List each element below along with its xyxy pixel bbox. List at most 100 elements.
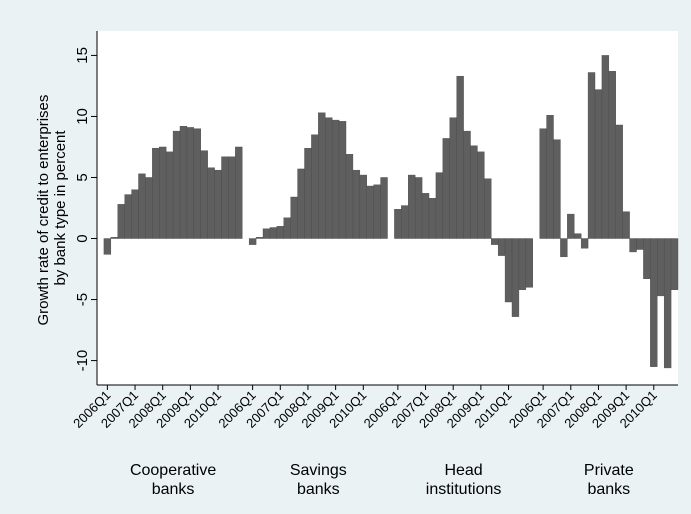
bar-cooperative-banks-2009q2 xyxy=(193,128,201,239)
bar-private-banks-2006q3 xyxy=(553,139,561,239)
bar-cooperative-banks-2007q1 xyxy=(131,189,139,239)
bar-head-institutions-2009q2 xyxy=(484,178,492,239)
group-label-private-banks: banks xyxy=(587,481,630,498)
y-tick-layer: 15 10 5 0 -5 -10 xyxy=(74,47,97,371)
bar-head-institutions-2009q1 xyxy=(477,151,485,239)
y-tick-label: 15 xyxy=(74,47,91,64)
bar-head-institutions-2008q3 xyxy=(463,130,471,239)
bar-head-institutions-2009q4 xyxy=(497,238,506,256)
bar-layer xyxy=(103,55,679,369)
group-label-cooperative-banks: Cooperative xyxy=(130,462,216,479)
bar-cooperative-banks-2009q3 xyxy=(200,150,208,239)
group-label-head-institutions: Head xyxy=(444,462,482,479)
bar-cooperative-banks-2010q4 xyxy=(235,146,243,239)
bar-head-institutions-2008q1 xyxy=(449,117,457,239)
bar-private-banks-2007q1 xyxy=(567,213,575,239)
bar-head-institutions-2007q4 xyxy=(442,138,450,239)
bar-head-institutions-2007q2 xyxy=(428,198,437,239)
bar-head-institutions-2006q3 xyxy=(408,174,416,239)
bar-cooperative-banks-2006q3 xyxy=(117,204,125,239)
bar-private-banks-2006q1 xyxy=(539,128,547,239)
bar-cooperative-banks-2009q1 xyxy=(186,127,195,239)
y-tick-label: -5 xyxy=(74,293,91,306)
bar-cooperative-banks-2006q1 xyxy=(103,238,112,255)
bar-savings-banks-2009q2 xyxy=(338,121,347,239)
bar-cooperative-banks-2006q2 xyxy=(110,237,118,239)
bar-cooperative-banks-2008q3 xyxy=(172,130,181,239)
bar-savings-banks-2006q1 xyxy=(248,238,257,245)
bar-private-banks-2009q4 xyxy=(643,238,651,280)
group-label-head-institutions: institutions xyxy=(426,481,502,498)
bar-cooperative-banks-2010q2 xyxy=(221,156,229,239)
bar-private-banks-2006q2 xyxy=(546,115,554,239)
bar-head-institutions-2010q4 xyxy=(525,238,533,288)
y-tick-label: 0 xyxy=(74,234,91,242)
bar-savings-banks-2008q2 xyxy=(311,134,319,239)
bar-head-institutions-2008q2 xyxy=(456,75,464,239)
bar-savings-banks-2009q1 xyxy=(331,119,340,239)
bar-cooperative-banks-2007q3 xyxy=(145,177,153,239)
bar-private-banks-2009q3 xyxy=(636,238,644,250)
y-tick-label: 10 xyxy=(74,108,91,125)
bar-private-banks-2010q1 xyxy=(650,238,658,367)
bar-head-institutions-2010q1 xyxy=(504,238,513,303)
bar-private-banks-2006q4 xyxy=(560,238,568,258)
bar-savings-banks-2006q4 xyxy=(269,227,278,239)
bar-private-banks-2009q2 xyxy=(629,238,637,253)
bar-private-banks-2008q4 xyxy=(615,124,623,239)
bar-head-institutions-2008q4 xyxy=(470,145,478,239)
y-tick-label: 5 xyxy=(74,173,91,181)
bar-private-banks-2008q2 xyxy=(601,55,610,239)
y-tick-label: -10 xyxy=(74,350,91,372)
bar-head-institutions-2006q4 xyxy=(414,177,423,239)
bar-head-institutions-2006q1 xyxy=(394,209,402,239)
bar-savings-banks-2007q1 xyxy=(276,226,284,239)
bar-private-banks-2008q1 xyxy=(594,89,603,239)
y-axis-label-line-1: Growth rate of credit to enterprises xyxy=(35,95,52,326)
bar-head-institutions-2010q2 xyxy=(511,238,520,317)
bar-savings-banks-2010q3 xyxy=(373,184,381,239)
bar-private-banks-2010q3 xyxy=(663,238,672,369)
bar-head-institutions-2006q2 xyxy=(401,205,409,239)
bar-cooperative-banks-2007q2 xyxy=(138,173,146,239)
bar-head-institutions-2009q3 xyxy=(491,238,499,245)
y-axis-label: Growth rate of credit to enterprises by … xyxy=(35,90,69,325)
bar-savings-banks-2009q3 xyxy=(345,154,354,239)
group-label-layer: Cooperative banks Savings banks Head institut… xyxy=(130,462,634,498)
bar-cooperative-banks-2010q3 xyxy=(228,156,236,239)
bar-head-institutions-2007q3 xyxy=(435,172,444,239)
bar-savings-banks-2007q3 xyxy=(290,196,298,239)
group-label-savings-banks: banks xyxy=(297,481,340,498)
bar-savings-banks-2008q1 xyxy=(304,147,312,239)
bar-private-banks-2007q3 xyxy=(580,238,589,249)
bar-private-banks-2007q4 xyxy=(587,72,596,239)
bar-cooperative-banks-2008q2 xyxy=(165,151,174,239)
bar-savings-banks-2007q2 xyxy=(283,217,291,239)
bar-savings-banks-2006q3 xyxy=(262,228,271,239)
bar-savings-banks-2010q1 xyxy=(359,174,367,239)
bar-cooperative-banks-2007q4 xyxy=(152,147,160,239)
bar-private-banks-2010q2 xyxy=(657,238,665,297)
bar-savings-banks-2008q3 xyxy=(318,112,326,239)
group-label-cooperative-banks: banks xyxy=(152,481,195,498)
bar-cooperative-banks-2008q1 xyxy=(159,146,167,239)
bar-private-banks-2008q3 xyxy=(608,71,616,239)
bar-savings-banks-2008q4 xyxy=(325,117,333,239)
y-axis-label-line-2: by bank type in percent xyxy=(52,130,69,286)
group-label-savings-banks: Savings xyxy=(290,462,347,479)
bar-head-institutions-2010q3 xyxy=(518,238,527,290)
bar-savings-banks-2010q2 xyxy=(366,185,374,239)
bar-savings-banks-2007q4 xyxy=(297,168,305,239)
bar-savings-banks-2006q2 xyxy=(255,237,264,239)
bar-head-institutions-2007q1 xyxy=(421,193,430,239)
bar-cooperative-banks-2010q1 xyxy=(214,169,222,239)
bar-cooperative-banks-2008q4 xyxy=(179,126,188,239)
bar-savings-banks-2009q4 xyxy=(352,169,361,239)
bar-cooperative-banks-2009q4 xyxy=(207,167,215,239)
group-label-private-banks: Private xyxy=(584,462,634,479)
bar-private-banks-2010q4 xyxy=(670,238,679,290)
bar-private-banks-2007q2 xyxy=(574,233,582,239)
bar-private-banks-2009q1 xyxy=(622,211,630,239)
